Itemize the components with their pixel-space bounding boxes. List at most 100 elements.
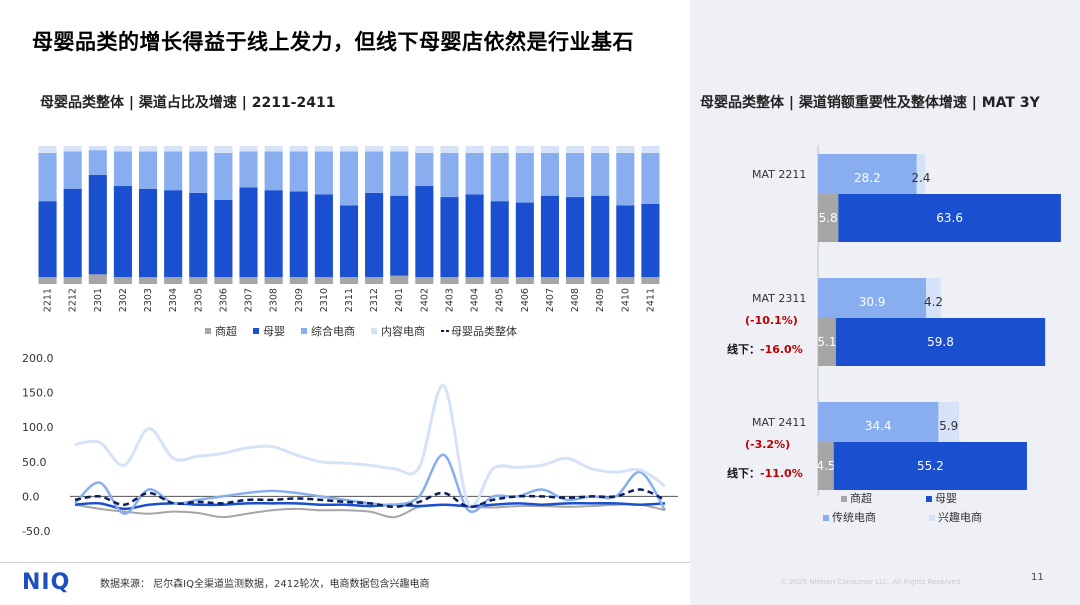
bar-segment (38, 152, 57, 202)
bar-segment (314, 146, 333, 152)
bar-segment (591, 146, 610, 153)
bar-segment (164, 151, 183, 191)
bar-segment (314, 194, 333, 278)
bar-segment (515, 152, 534, 203)
data-label: 59.8 (927, 335, 954, 349)
bar-segment (838, 194, 1061, 242)
page-number: 11 (1031, 572, 1044, 583)
bar-segment (465, 146, 484, 153)
category-label: MAT 2311 (752, 292, 806, 305)
series-line (74, 503, 666, 519)
bar-segment (339, 151, 359, 206)
y-tick-label: 0.0 (22, 490, 40, 503)
bar-segment (616, 277, 635, 284)
bar-segment (440, 146, 459, 153)
bar-segment (818, 442, 834, 490)
bar-segment (591, 195, 610, 278)
bar-segment (289, 146, 308, 152)
niq-logo: NIQ (22, 570, 71, 595)
bar-segment (365, 151, 384, 193)
x-tick-label: 2301 (93, 288, 104, 312)
right-chart-subtitle: 母婴品类整体 | 渠道销额重要性及整体增速 | MAT 3Y (700, 95, 1040, 111)
data-label: 2.4 (911, 171, 930, 185)
copyright-note: © 2025 Nielsen Consumer LLC. All Rights … (780, 578, 963, 586)
bar-segment (390, 146, 409, 152)
data-label: 28.2 (854, 171, 881, 185)
x-tick-label: 2311 (344, 288, 355, 312)
bar-segment (566, 277, 585, 284)
x-tick-label: 2407 (545, 288, 556, 312)
bar-segment (214, 199, 233, 278)
bar-segment (63, 188, 82, 278)
bar-segment (566, 152, 585, 198)
bar-segment (390, 151, 409, 196)
legend-swatch (301, 328, 307, 334)
bar-segment (113, 146, 132, 152)
x-tick-label: 2304 (168, 288, 179, 312)
y-tick-label: 50.0 (22, 456, 47, 469)
bar-segment (63, 277, 82, 284)
bar-segment (641, 152, 660, 204)
bar-segment (38, 201, 57, 278)
bar-segment (289, 191, 308, 278)
x-tick-label: 2212 (68, 288, 79, 312)
legend-swatch (253, 328, 259, 334)
bar-segment (365, 192, 384, 278)
category-label: MAT 2411 (752, 416, 806, 429)
bar-segment (440, 277, 459, 284)
bar-segment (490, 146, 509, 153)
legend-swatch (371, 328, 377, 334)
x-tick-label: 2404 (470, 288, 481, 312)
bar-segment (88, 146, 107, 151)
category-label: MAT 2211 (752, 168, 806, 181)
x-tick-label: 2309 (294, 288, 305, 312)
legend-swatch (926, 496, 932, 502)
footer-divider (0, 562, 690, 563)
legend-label: 综合电商 (311, 324, 355, 338)
data-source-note: 数据来源： 尼尔森IQ全渠道监测数据，2412轮次，电商数据包含兴趣电商 (100, 579, 430, 590)
bar-segment (566, 197, 585, 278)
bar-segment (113, 186, 132, 278)
bar-segment (314, 151, 333, 195)
x-tick-label: 2403 (444, 288, 455, 312)
bar-segment (540, 277, 560, 284)
bar-segment (339, 146, 359, 152)
data-label: 55.2 (917, 459, 944, 473)
bar-segment (415, 152, 434, 187)
bar-segment (540, 195, 560, 278)
series-line (74, 488, 666, 509)
bar-segment (415, 186, 434, 278)
x-tick-label: 2405 (495, 288, 506, 312)
bar-segment (63, 151, 82, 189)
bar-segment (465, 152, 484, 195)
bar-segment (591, 152, 610, 196)
bar-segment (540, 146, 560, 153)
data-label: 4.2 (924, 295, 943, 309)
legend-label: 母婴品类整体 (451, 324, 517, 338)
bar-segment (239, 187, 258, 278)
legend-label: 内容电商 (381, 324, 425, 338)
x-tick-label: 2308 (269, 288, 280, 312)
legend-label: 母婴 (263, 325, 285, 338)
legend-label: 商超 (850, 491, 872, 505)
bar-segment (88, 274, 107, 284)
data-label: 4.5 (816, 459, 835, 473)
bar-segment (214, 277, 233, 284)
bar-segment (264, 151, 283, 191)
x-tick-label: 2409 (595, 288, 606, 312)
bar-segment (365, 277, 384, 284)
bar-segment (515, 146, 534, 153)
bar-segment (926, 278, 941, 326)
bar-segment (314, 277, 333, 284)
bar-segment (440, 197, 459, 278)
bar-segment (289, 151, 308, 192)
data-label: 5.8 (819, 211, 838, 225)
bar-segment (490, 277, 509, 284)
bar-segment (264, 190, 283, 278)
series-line (74, 384, 666, 508)
legend-swatch (929, 515, 935, 521)
bar-segment (164, 190, 183, 278)
bar-segment (440, 152, 459, 198)
bar-segment (339, 205, 359, 278)
bar-segment (214, 146, 233, 153)
